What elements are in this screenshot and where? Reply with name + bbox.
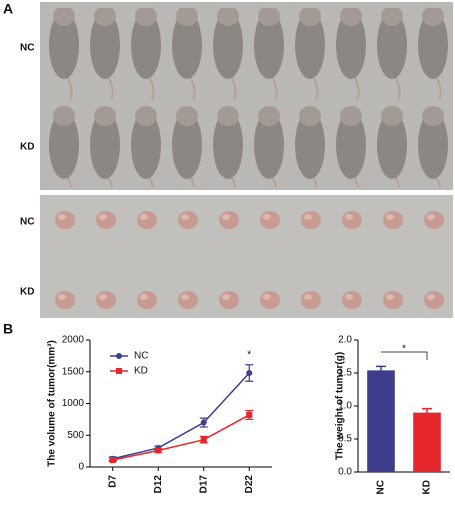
y-tick-label: 1.0 bbox=[338, 401, 352, 412]
y-tick-label: 0 bbox=[78, 462, 84, 473]
photo-label: KD bbox=[20, 287, 34, 298]
legend-label: KD bbox=[134, 366, 148, 377]
x-tick-label: D17 bbox=[198, 475, 209, 494]
x-tick-label: D7 bbox=[107, 475, 118, 488]
point bbox=[246, 411, 253, 418]
y-tick-label: 0.0 bbox=[338, 467, 352, 478]
photo-label: NC bbox=[20, 43, 34, 54]
bar bbox=[413, 412, 441, 472]
y-tick-label: 1000 bbox=[62, 398, 85, 409]
y-tick-label: 2000 bbox=[62, 335, 85, 346]
error-bar bbox=[376, 365, 386, 371]
y-axis-label: The volume of tumor(mm³) bbox=[47, 340, 58, 467]
photo-label: KD bbox=[20, 142, 34, 153]
x-tick-label: D12 bbox=[153, 475, 164, 494]
legend-marker bbox=[116, 353, 122, 359]
mice-row bbox=[44, 102, 454, 187]
point bbox=[246, 370, 253, 377]
panel-label: B bbox=[3, 321, 13, 337]
x-tick-label: KD bbox=[422, 480, 433, 494]
significance-bracket bbox=[381, 351, 428, 360]
legend-label: NC bbox=[134, 351, 148, 362]
y-tick-label: 2.0 bbox=[338, 335, 352, 346]
error-bar bbox=[422, 407, 432, 413]
y-tick-label: 1500 bbox=[62, 366, 85, 377]
point bbox=[200, 419, 207, 426]
annotation: * bbox=[247, 349, 251, 360]
series-line bbox=[112, 414, 250, 461]
legend-marker bbox=[116, 368, 122, 374]
point bbox=[200, 436, 207, 443]
x-tick-label: D22 bbox=[244, 475, 255, 494]
y-axis-label: The weight of tumor(g) bbox=[335, 352, 346, 460]
mice-row bbox=[44, 8, 454, 103]
tumor-row bbox=[44, 272, 454, 312]
tumor-row bbox=[44, 197, 454, 237]
photo-label: NC bbox=[20, 217, 34, 228]
annotation: * bbox=[402, 344, 406, 355]
panel-label: A bbox=[3, 1, 13, 17]
point bbox=[109, 457, 116, 464]
point bbox=[155, 447, 162, 454]
y-tick-label: 1.5 bbox=[338, 368, 352, 379]
series-line bbox=[112, 372, 250, 460]
y-tick-label: 0.5 bbox=[338, 434, 352, 445]
bar bbox=[367, 370, 395, 472]
y-tick-label: 500 bbox=[67, 430, 84, 441]
x-tick-label: NC bbox=[376, 480, 387, 494]
